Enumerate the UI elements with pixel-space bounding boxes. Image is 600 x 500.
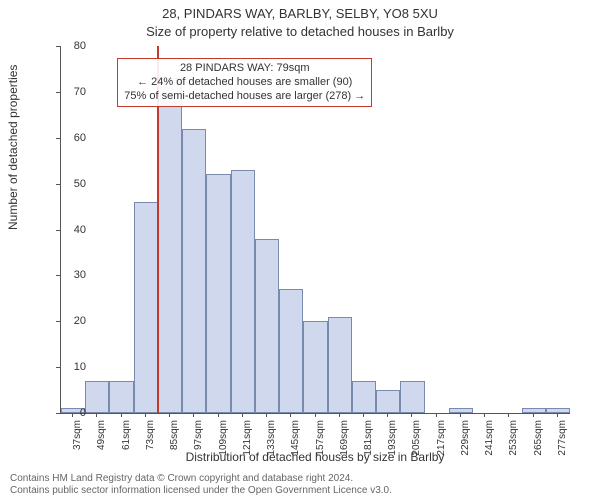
histogram-bar (182, 129, 206, 413)
footer-line-1: Contains HM Land Registry data © Crown c… (10, 473, 590, 485)
y-tick-label: 60 (46, 132, 86, 144)
histogram-bar (85, 381, 109, 413)
histogram-bar (206, 174, 230, 413)
x-tick-mark (145, 413, 146, 417)
y-tick-label: 70 (46, 86, 86, 98)
x-tick-mark (121, 413, 122, 417)
x-tick-mark (436, 413, 437, 417)
y-tick-label: 40 (46, 224, 86, 236)
chart-title-address: 28, PINDARS WAY, BARLBY, SELBY, YO8 5XU (0, 6, 600, 21)
histogram-bar (158, 78, 182, 413)
y-tick-label: 20 (46, 315, 86, 327)
x-tick-mark (290, 413, 291, 417)
x-tick-mark (557, 413, 558, 417)
chart-container: 28, PINDARS WAY, BARLBY, SELBY, YO8 5XU … (0, 0, 600, 500)
y-tick-mark (56, 92, 60, 93)
histogram-bar (328, 317, 352, 413)
y-tick-mark (56, 321, 60, 322)
x-tick-mark (193, 413, 194, 417)
histogram-bar (231, 170, 255, 413)
x-tick-mark (339, 413, 340, 417)
x-tick-mark (242, 413, 243, 417)
histogram-bar (109, 381, 133, 413)
y-tick-mark (56, 184, 60, 185)
x-tick-mark (315, 413, 316, 417)
y-tick-mark (56, 230, 60, 231)
y-axis-label: Number of detached properties (6, 65, 20, 230)
x-tick-mark (508, 413, 509, 417)
y-tick-label: 50 (46, 178, 86, 190)
x-tick-mark (363, 413, 364, 417)
x-tick-mark (266, 413, 267, 417)
y-tick-mark (56, 275, 60, 276)
annotation-line: 75% of semi-detached houses are larger (… (124, 90, 365, 104)
histogram-bar (134, 202, 158, 413)
annotation-box: 28 PINDARS WAY: 79sqm← 24% of detached h… (117, 58, 372, 107)
histogram-bar (400, 381, 424, 413)
x-tick-mark (411, 413, 412, 417)
x-tick-mark (484, 413, 485, 417)
footer-line-2: Contains public sector information licen… (10, 485, 590, 497)
histogram-bar (279, 289, 303, 413)
y-tick-label: 30 (46, 269, 86, 281)
y-tick-mark (56, 367, 60, 368)
plot-area: 28 PINDARS WAY: 79sqm← 24% of detached h… (60, 46, 570, 414)
histogram-bar (255, 239, 279, 413)
x-axis-label: Distribution of detached houses by size … (60, 450, 570, 464)
y-tick-label: 80 (46, 40, 86, 52)
x-tick-mark (218, 413, 219, 417)
histogram-bar (303, 321, 327, 413)
annotation-line: 28 PINDARS WAY: 79sqm (124, 62, 365, 76)
chart-title-subtitle: Size of property relative to detached ho… (0, 24, 600, 39)
y-tick-mark (56, 46, 60, 47)
x-tick-mark (96, 413, 97, 417)
x-tick-mark (72, 413, 73, 417)
y-tick-mark (56, 138, 60, 139)
x-tick-mark (460, 413, 461, 417)
histogram-bar (352, 381, 376, 413)
footer-attribution: Contains HM Land Registry data © Crown c… (10, 473, 590, 496)
x-tick-mark (169, 413, 170, 417)
y-tick-label: 10 (46, 361, 86, 373)
x-tick-mark (533, 413, 534, 417)
y-tick-label: 0 (46, 407, 86, 419)
x-tick-mark (387, 413, 388, 417)
annotation-line: ← 24% of detached houses are smaller (90… (124, 76, 365, 90)
histogram-bar (376, 390, 400, 413)
y-tick-mark (56, 413, 60, 414)
